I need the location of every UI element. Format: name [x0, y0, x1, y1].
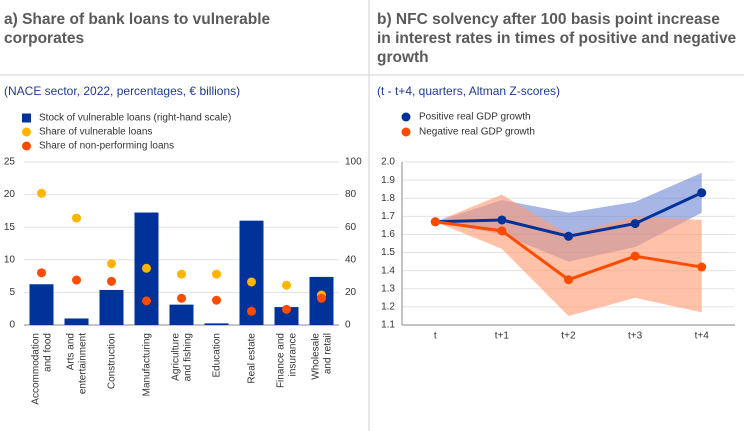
y-tick-label: 5 — [9, 287, 15, 298]
y-tick-label: 20 — [4, 189, 16, 200]
legend-label: Stock of vulnerable loans (right-hand sc… — [39, 113, 231, 124]
x-tick-label: Arts andentertainment — [65, 333, 88, 394]
y-tick-label: 15 — [4, 222, 16, 233]
y-tick-label: 2.0 — [381, 157, 395, 168]
bar — [29, 284, 54, 325]
dot — [142, 296, 151, 306]
x-tick-label: Manufacturing — [141, 333, 152, 396]
dot — [72, 275, 81, 285]
point — [630, 251, 640, 261]
bar — [169, 304, 194, 325]
y-tick-label: 80 — [345, 189, 357, 200]
point — [697, 262, 707, 272]
y-tick-label: 1.2 — [381, 302, 395, 313]
point — [497, 226, 507, 236]
x-tick-label: t — [434, 331, 437, 342]
y-tick-label: 1.6 — [381, 229, 395, 240]
chart-title: b) NFC solvency after 100 basis point in… — [377, 11, 737, 66]
y-tick-label: 100 — [345, 157, 362, 168]
y-tick-label: 20 — [345, 287, 357, 298]
dot — [212, 295, 221, 305]
bar — [204, 323, 229, 325]
dot — [37, 268, 46, 278]
dot — [282, 304, 291, 314]
dot — [282, 280, 291, 290]
dot — [317, 293, 326, 303]
legend-label: Negative real GDP growth — [419, 127, 535, 138]
x-tick-label: Education — [211, 333, 222, 377]
legend-label: Share of non-performing loans — [39, 141, 174, 152]
legend-label: Positive real GDP growth — [419, 112, 531, 123]
point — [497, 215, 507, 225]
x-tick-label: Finance andinsurance — [275, 333, 298, 388]
chart-subtitle: (t - t+4, quarters, Altman Z-scores) — [377, 84, 561, 98]
legend-label: Share of vulnerable loans — [39, 127, 152, 138]
dot — [107, 276, 116, 286]
x-tick-label: t+3 — [628, 331, 643, 342]
bar — [274, 307, 299, 325]
y-tick-label: 1.8 — [381, 193, 395, 204]
dot — [72, 213, 81, 223]
dot — [107, 259, 116, 269]
dot — [37, 188, 46, 198]
chart-title: a) Share of bank loans to vulnerable cor… — [4, 11, 271, 47]
bar — [64, 318, 89, 325]
x-tick-label: t+2 — [561, 331, 576, 342]
point — [564, 231, 573, 241]
x-tick-label: t+4 — [695, 331, 710, 342]
y-tick-label: 10 — [4, 254, 16, 265]
legend-swatch — [22, 113, 31, 123]
chart-subtitle: (NACE sector, 2022, percentages, € billi… — [4, 84, 241, 98]
point — [630, 219, 640, 229]
legend-swatch — [22, 141, 31, 151]
point — [430, 217, 440, 227]
dot — [177, 293, 186, 303]
bar — [99, 289, 124, 325]
y-tick-label: 0 — [345, 320, 351, 331]
dot — [247, 277, 256, 287]
dot — [247, 306, 256, 316]
dot — [142, 263, 151, 273]
y-tick-label: 25 — [4, 157, 16, 168]
legend-swatch — [401, 127, 411, 137]
x-tick-label: Real estate — [246, 333, 257, 384]
x-tick-label: Accommodationand food — [30, 333, 53, 405]
x-tick-label: Agricultureand fishing — [170, 333, 193, 382]
y-tick-label: 0 — [9, 320, 15, 331]
y-tick-label: 1.7 — [381, 211, 395, 222]
x-tick-label: Wholesaleand retail — [310, 333, 333, 380]
y-tick-label: 60 — [345, 222, 357, 233]
y-tick-label: 1.3 — [381, 283, 395, 294]
point — [697, 188, 707, 198]
dot — [212, 269, 221, 279]
y-tick-label: 1.4 — [381, 265, 395, 276]
legend-swatch — [22, 127, 31, 137]
x-tick-label: Construction — [106, 333, 117, 389]
legend-swatch — [401, 112, 411, 122]
y-tick-label: 1.5 — [381, 247, 395, 258]
y-tick-label: 1.9 — [381, 175, 395, 186]
y-tick-label: 40 — [345, 254, 357, 265]
point — [564, 275, 573, 285]
dot — [177, 269, 186, 279]
x-tick-label: t+1 — [495, 331, 510, 342]
y-tick-label: 1.1 — [381, 320, 395, 331]
